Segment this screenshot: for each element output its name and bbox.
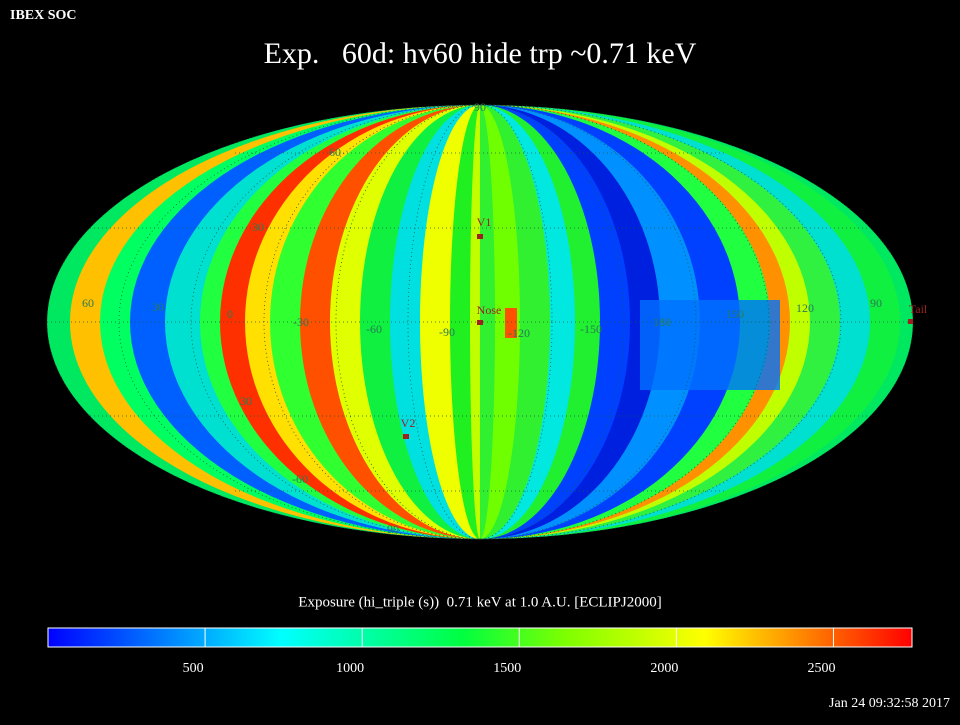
- map-title: Exp. 60d: hv60 hide trp ~0.71 keV: [264, 37, 697, 70]
- colorbar-tick-label: 1000: [336, 661, 364, 676]
- lon-label: -30: [293, 315, 309, 329]
- exposure-band: [480, 105, 495, 539]
- lon-label: 90: [870, 296, 882, 310]
- object-label: Nose: [477, 303, 502, 317]
- lon-label: -90: [439, 325, 455, 339]
- lat-label: 60: [329, 145, 341, 159]
- colorbar-label: Exposure (hi_triple (s)) 0.71 keV at 1.0…: [298, 594, 661, 610]
- object-label: V2: [401, 416, 416, 430]
- colorbar-ticks: 500 1000 1500 2000 2500: [183, 628, 835, 676]
- marker-v1: [477, 234, 483, 239]
- lat-label: 90: [474, 100, 486, 114]
- exposure-band: [505, 308, 517, 338]
- longitude-labels: 60 30 0 -30 -60 -90 -120 -150 180 150 12…: [82, 296, 882, 340]
- lon-label: 120: [796, 301, 814, 315]
- exposure-band: [640, 300, 780, 390]
- lat-label: 30: [252, 220, 264, 234]
- colorbar-tick-label: 1500: [493, 661, 521, 676]
- exposure-band: [470, 105, 480, 539]
- lon-label: -150: [580, 322, 602, 336]
- lat-label: 90: [387, 522, 399, 536]
- lon-label: 150: [726, 307, 744, 321]
- lon-label: 30: [152, 300, 164, 314]
- lon-label: -60: [366, 322, 382, 336]
- exposure-band: [450, 105, 480, 539]
- exposure-band: [480, 105, 520, 539]
- marker-v2: [403, 434, 409, 439]
- colorbar-tick-label: 500: [183, 661, 204, 676]
- lon-label: -120: [508, 326, 530, 340]
- object-markers: [403, 234, 913, 439]
- object-label: V1: [477, 215, 492, 229]
- object-label: Tail: [909, 302, 928, 316]
- map-right-half: [480, 105, 913, 539]
- latitude-labels: 90 60 30 30 -60 90: [240, 100, 486, 536]
- colorbar-tick-label: 2000: [650, 661, 678, 676]
- colorbar-tick-label: 2500: [807, 661, 835, 676]
- exposure-band: [480, 105, 550, 539]
- source-label: IBEX SOC: [10, 8, 77, 23]
- lon-label: 180: [653, 315, 671, 329]
- exposure-band: [420, 105, 480, 539]
- map-left-half: [47, 105, 480, 539]
- timestamp: Jan 24 09:32:58 2017: [829, 696, 950, 711]
- marker-nose: [477, 320, 483, 325]
- lon-label: 60: [82, 296, 94, 310]
- marker-tail: [908, 319, 913, 324]
- lon-label: 0: [227, 307, 233, 321]
- lat-label: -60: [292, 472, 308, 486]
- lat-label: 30: [240, 394, 252, 408]
- colorbar: [47, 627, 913, 648]
